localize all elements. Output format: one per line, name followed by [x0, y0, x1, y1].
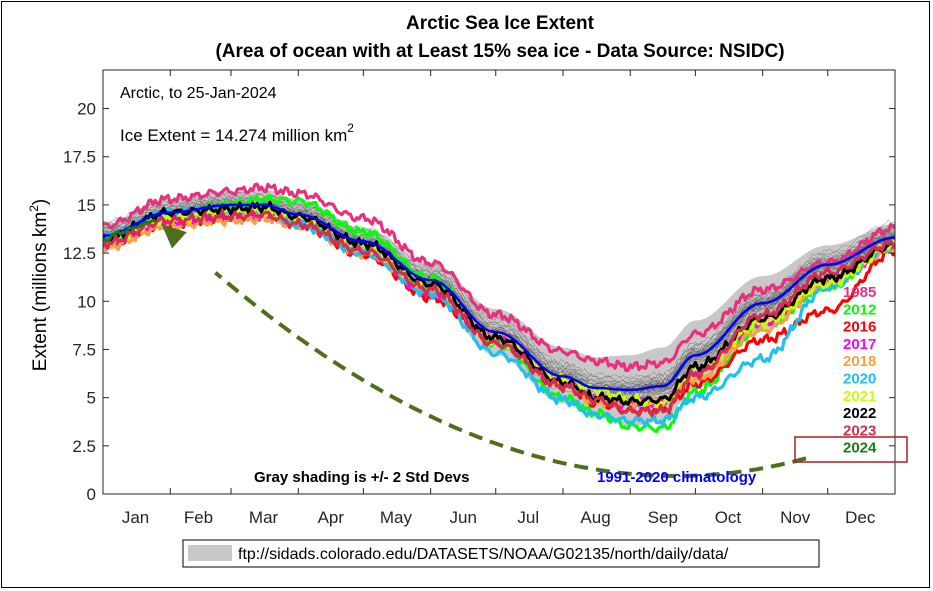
y-tick-label: 15	[77, 196, 96, 215]
y-tick-label: 2.5	[72, 437, 96, 456]
y-tick-label: 0	[87, 485, 96, 504]
source-legend-swatch	[188, 545, 232, 561]
axes-box	[102, 69, 896, 495]
x-tick-label: May	[380, 508, 413, 527]
series-line-2023	[103, 209, 895, 418]
series-line-1985	[103, 182, 895, 373]
x-tick-label: Jan	[122, 508, 149, 527]
x-tick-label: Sep	[648, 508, 678, 527]
x-tick-label: Jul	[517, 508, 539, 527]
legend-item-2021: 2021	[843, 388, 876, 405]
legend-item-2020: 2020	[843, 371, 876, 388]
series-line-2022	[103, 201, 895, 407]
legend-item-2016: 2016	[843, 319, 876, 336]
legend-item-2024: 2024	[843, 440, 877, 457]
y-tick-label: 17.5	[63, 148, 96, 167]
y-tick-label: 20	[77, 100, 96, 119]
y-tick-label: 10	[77, 292, 96, 311]
legend-item-2017: 2017	[843, 336, 876, 353]
annotation-gray-shading: Gray shading is +/- 2 Std Devs	[254, 469, 470, 486]
series-line-2024	[103, 218, 156, 243]
legend-item-2022: 2022	[843, 405, 876, 422]
chart-title: Arctic Sea Ice Extent	[406, 13, 595, 34]
x-tick-label: Apr	[318, 508, 345, 527]
source-legend: ftp://sidads.colorado.edu/DATASETS/NOAA/…	[182, 539, 820, 568]
highlight-box-2024	[794, 436, 908, 463]
x-tick-label: Nov	[780, 508, 811, 527]
source-legend-box	[182, 539, 820, 568]
chart-subtitle: (Area of ocean with at Least 15% sea ice…	[215, 41, 784, 62]
arrow-dashed-line	[214, 271, 807, 479]
plot-area: 0 2.5 5 7.5 10 12.5 15 17.5 20 Jan Feb Mar Apr May Jun…	[63, 69, 896, 527]
annotation-climatology: 1991-2020 climatology	[597, 469, 757, 486]
legend-item-2012: 2012	[843, 301, 876, 318]
legend-item-2018: 2018	[843, 353, 876, 370]
x-tick-label: Dec	[845, 508, 876, 527]
legend-item-1985: 1985	[843, 284, 876, 301]
source-url: ftp://sidads.colorado.edu/DATASETS/NOAA/…	[238, 546, 729, 563]
annotation-arctic-date: Arctic, to 25-Jan-2024	[120, 85, 277, 102]
x-tick-label: Feb	[184, 508, 213, 527]
y-tick-label: 7.5	[72, 340, 96, 359]
x-tick-label: Oct	[715, 508, 742, 527]
y-axis-label: Extent (millions km2)	[27, 199, 51, 371]
annotation-ice-extent: Ice Extent = 14.274 million km2	[120, 121, 354, 145]
x-tick-label: Jun	[449, 508, 476, 527]
y-tick-label: 5	[87, 389, 96, 408]
climatology-line	[103, 203, 895, 392]
plot-clip-group	[103, 182, 895, 434]
x-tick-label: Mar	[249, 508, 279, 527]
y-tick-label: 12.5	[63, 244, 96, 263]
x-tick-label: Aug	[580, 508, 610, 527]
arrow-head	[161, 224, 187, 249]
legend-item-2023: 2023	[843, 422, 876, 439]
